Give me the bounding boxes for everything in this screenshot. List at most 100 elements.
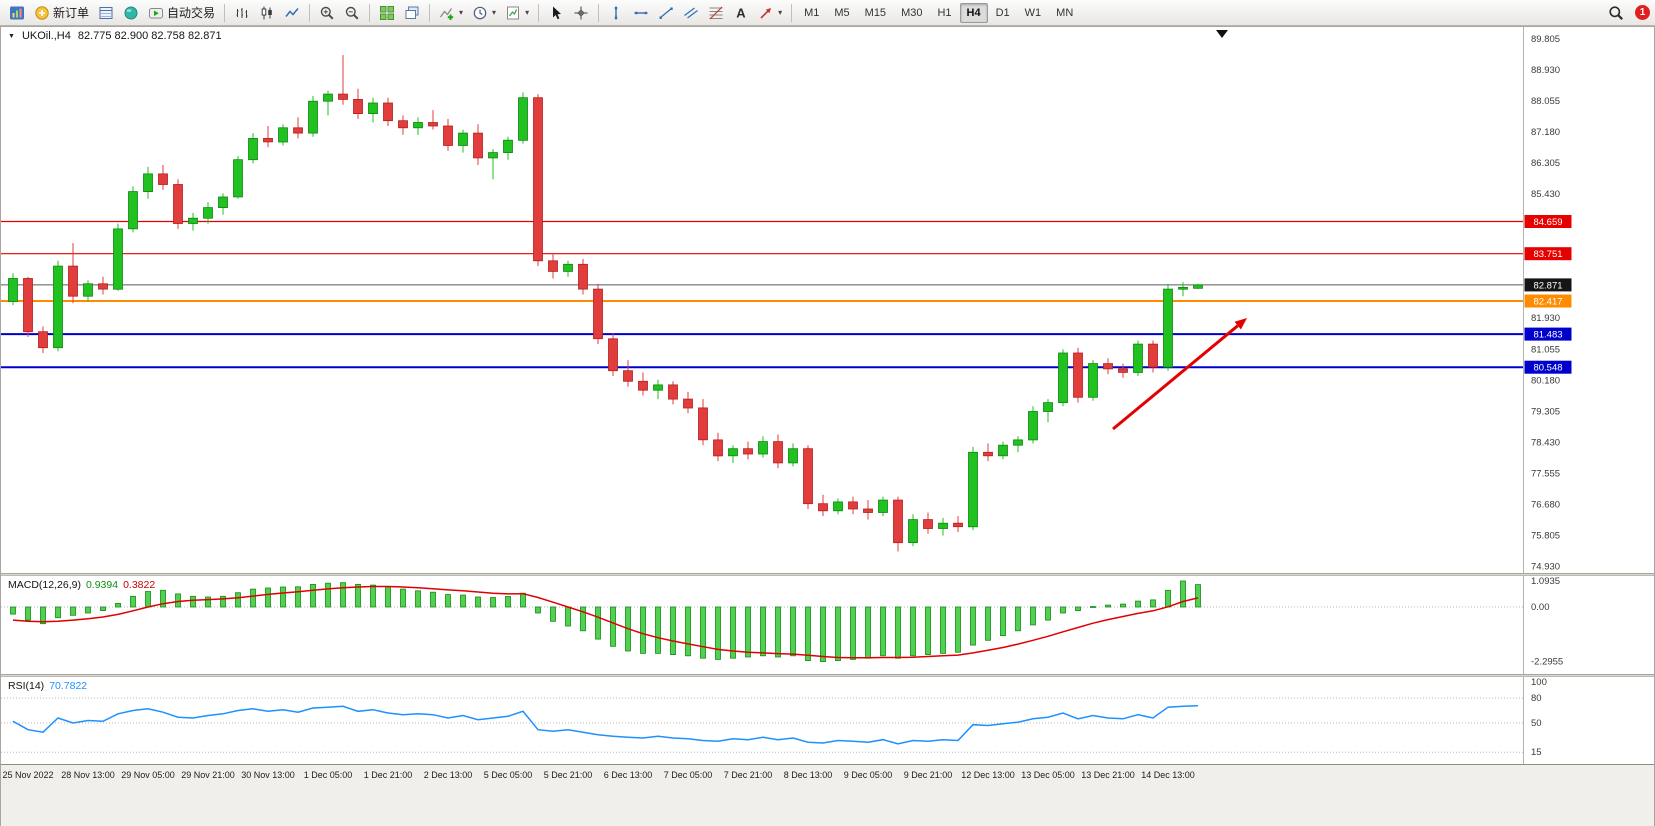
horizontal-line-button[interactable] [629,2,653,24]
market-watch-button[interactable] [94,2,118,24]
main-chart-pane[interactable]: 89.80588.93088.05587.18086.30585.43084.5… [1,27,1655,573]
bar-chart-button[interactable] [230,2,254,24]
rsi-label: RSI(14) 70.7822 [8,680,87,692]
macd-axis-tick: 1.0935 [1531,576,1560,587]
timeframe-d1-button[interactable]: D1 [995,6,1010,19]
tile-windows-button[interactable] [375,2,399,24]
timeframe-m30-button[interactable]: M30 [901,6,923,19]
zoom-in-button[interactable] [315,2,339,24]
notifications-badge[interactable]: 1 [1635,5,1650,20]
macd-pane[interactable]: 1.0935 0.00 -2.2955 [1,576,1655,674]
macd-histogram-bar [40,606,46,625]
pane-splitter[interactable] [1,573,1654,576]
time-axis[interactable]: 25 Nov 2022 28 Nov 13:00 29 Nov 05:00 29 No… [1,764,1654,826]
time-axis-label: 14 Dec 13:00 [1141,770,1195,780]
macd-histogram-bar [235,592,241,608]
timeframe-h1-button[interactable]: H1 [937,6,952,19]
chevron-down-icon: ▾ [525,8,530,17]
arrows-button[interactable]: ▾ [754,2,786,24]
macd-histogram-bar [145,591,151,608]
candlestick-chart-button[interactable] [255,2,279,24]
candle [1013,439,1023,446]
trendline-button[interactable] [654,2,678,24]
candle [413,122,423,129]
candle [608,338,618,372]
price-axis-tick: 81.055 [1531,344,1560,355]
candle [293,127,303,134]
price-axis-tick: 75.805 [1531,530,1560,541]
candle [518,97,528,141]
macd-histogram-bar [700,606,706,659]
text-button[interactable]: A [729,2,753,24]
trend-arrow[interactable] [1112,324,1239,431]
zoom-out-button[interactable] [340,2,364,24]
periods-button[interactable]: ▾ [468,2,500,24]
cursor-icon [553,6,562,19]
timeframe-m1-button[interactable]: M1 [804,6,820,19]
cursor-button[interactable] [544,2,568,24]
timeframe-w1-button[interactable]: W1 [1024,6,1042,19]
crosshair-icon [574,6,588,19]
macd-histogram-bar [205,596,211,608]
macd-histogram-bar [370,584,376,608]
timeframe-mn-button[interactable]: MN [1056,6,1074,19]
price-axis-tick: 78.430 [1531,437,1560,448]
macd-histogram-bar [1195,584,1201,608]
toolbar-separator [598,3,600,22]
price-axis-tick: 76.680 [1531,499,1560,510]
candle [668,384,678,400]
macd-histogram-bar [955,606,961,653]
candle [173,184,183,224]
candle [638,380,648,391]
channel-button[interactable] [679,2,703,24]
chart-window: 89.80588.93088.05587.18086.30585.43084.5… [0,26,1655,826]
candlestick-chart-icon [261,6,272,19]
price-badge [1524,278,1572,292]
price-badge [1524,247,1572,261]
chart-dropdown-icon[interactable]: ▼ [8,32,15,40]
pane-splitter[interactable] [1,674,1654,677]
line-chart-button[interactable] [280,2,304,24]
candle [38,331,48,349]
macd-histogram-bar [640,606,646,654]
timeframe-m5-button[interactable]: M5 [834,6,850,19]
app-button[interactable] [5,2,29,24]
candle [923,519,933,529]
macd-histogram-bar [415,590,421,608]
cascade-windows-button[interactable] [400,2,424,24]
time-axis-label: 28 Nov 13:00 [61,770,115,780]
macd-histogram-bar [1030,606,1036,626]
candle [218,196,228,209]
macd-histogram-bar [670,606,676,655]
macd-axis-tick: 0.00 [1531,602,1550,613]
indicators-button[interactable]: ▾ [435,2,467,24]
crosshair-button[interactable] [569,2,593,24]
app-icon [10,6,24,19]
price-axis-tick: 79.305 [1531,406,1560,417]
candle [938,522,948,529]
templates-button[interactable]: ▾ [501,2,533,24]
fibonacci-button[interactable] [704,2,728,24]
timeframe-m15-button[interactable]: M15 [864,6,887,19]
candle [983,451,993,457]
candle [23,278,33,333]
search-button[interactable] [1604,2,1628,24]
macd-histogram-bar [790,606,796,657]
rsi-pane[interactable]: 100 80 50 15 [1,677,1655,764]
macd-histogram-bar [250,588,256,608]
macd-histogram-bar [160,589,166,608]
new-order-button[interactable]: 新订单 [30,2,93,24]
navigator-button[interactable] [119,2,143,24]
macd-histogram-bar [1060,606,1066,614]
candle [713,439,723,457]
timeframe-h4-button[interactable]: H4 [959,2,988,23]
rsi-axis-tick: 15 [1531,747,1542,758]
time-axis-label: 25 Nov 2022 [2,770,54,780]
autotrading-button[interactable]: 自动交易 [144,2,219,24]
candle [953,522,963,528]
macd-histogram-bar [430,591,436,608]
chart-ohlc-values: 82.775 82.900 82.758 82.871 [77,30,222,42]
price-badge-label: 82.417 [1533,297,1562,308]
vertical-line-button[interactable] [604,2,628,24]
autotrading-button-label: 自动交易 [167,6,216,20]
